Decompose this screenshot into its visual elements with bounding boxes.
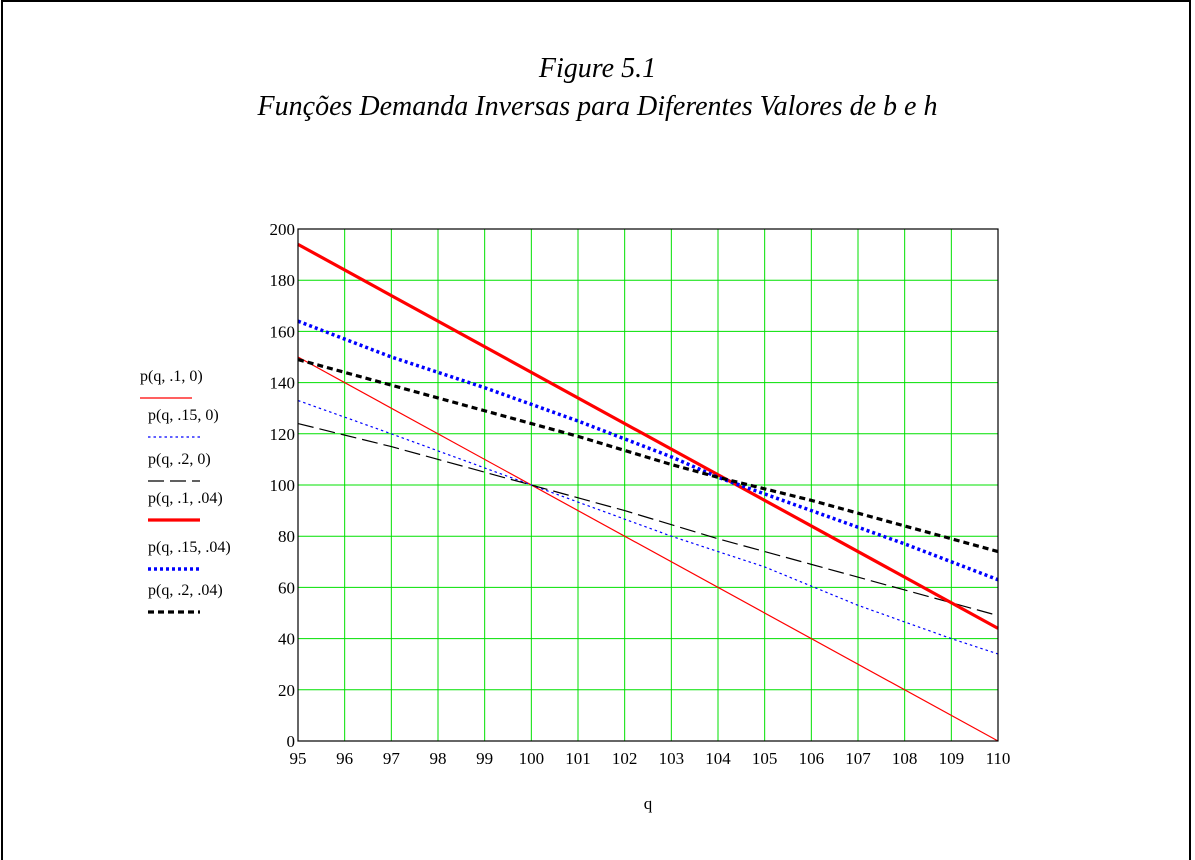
series-line-2	[297, 399, 999, 655]
series-line-6	[297, 358, 999, 554]
x-tick-label: 99	[476, 749, 493, 768]
x-tick-label: 98	[430, 749, 447, 768]
series-line-3	[297, 422, 999, 617]
y-tick-label: 0	[287, 732, 296, 751]
x-tick-label: 105	[752, 749, 778, 768]
legend: p(q, .1, 0) p(q, .15, 0) p(q, .2, 0) p(q, .…	[140, 368, 231, 614]
grid	[297, 228, 999, 742]
figure-subtitle: Funções Demanda Inversas para Diferentes…	[257, 91, 938, 122]
x-tick-label: 97	[383, 749, 401, 768]
y-tick-label: 200	[270, 220, 296, 239]
legend-label-6: p(q, .2, .04)	[148, 582, 223, 599]
y-tick-label: 140	[270, 374, 296, 393]
x-tick-label: 104	[705, 749, 731, 768]
plot-border	[297, 228, 999, 742]
x-tick-label: 110	[986, 749, 1011, 768]
series-lines	[297, 242, 999, 742]
y-tick-label: 160	[270, 322, 296, 341]
y-tick-label: 80	[278, 527, 295, 546]
y-tick-label: 180	[270, 271, 296, 290]
legend-label-5: p(q, .15, .04)	[148, 539, 231, 556]
x-tick-label: 101	[565, 749, 591, 768]
x-tick-label: 106	[799, 749, 825, 768]
x-tick-label: 108	[892, 749, 918, 768]
x-tick-label: 96	[336, 749, 353, 768]
x-tick-label: 100	[519, 749, 545, 768]
figure-title: Figure 5.1	[538, 53, 657, 84]
legend-label-1: p(q, .1, 0)	[140, 368, 203, 385]
x-tick-label: 109	[939, 749, 965, 768]
legend-label-2: p(q, .15, 0)	[148, 407, 219, 424]
legend-label-3: p(q, .2, 0)	[148, 451, 211, 468]
x-tick-label: 102	[612, 749, 638, 768]
y-tick-label: 100	[270, 476, 296, 495]
y-tick-label: 20	[278, 681, 295, 700]
x-tick-label: 95	[290, 749, 307, 768]
y-tick-label: 40	[278, 630, 295, 649]
series-line-4	[297, 242, 999, 630]
y-axis-ticks: 0 20 40 60 80 100 120 140 160 180 200	[270, 220, 296, 751]
x-axis-label: q	[644, 794, 653, 813]
y-tick-label: 60	[278, 578, 295, 597]
x-tick-label: 107	[845, 749, 871, 768]
series-line-1	[297, 356, 999, 742]
series-line-5	[297, 319, 999, 582]
x-axis-ticks: 95 96 97 98 99 100 101 102 103 104 105 106 107 108 109…	[290, 749, 1011, 768]
x-tick-label: 103	[659, 749, 685, 768]
y-tick-label: 120	[270, 425, 296, 444]
legend-label-4: p(q, .1, .04)	[148, 490, 223, 507]
